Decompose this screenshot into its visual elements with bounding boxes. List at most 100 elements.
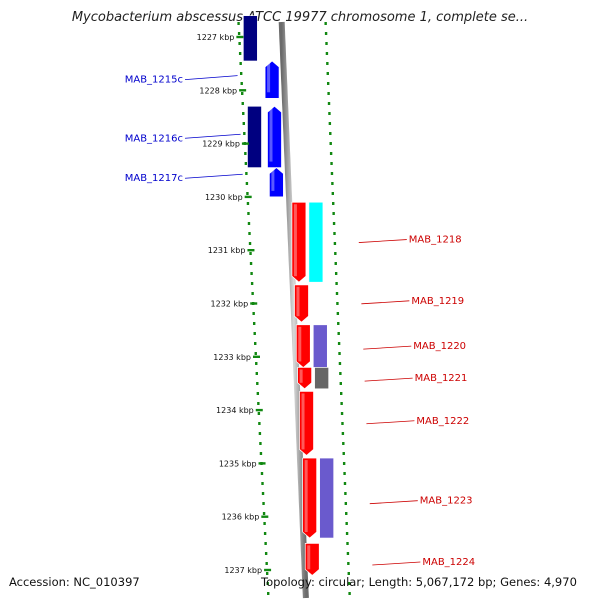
gene-leader-line — [184, 133, 241, 139]
outer-ring-dot — [341, 432, 345, 435]
inner-ring-dot — [247, 222, 251, 225]
inner-ring-dot — [265, 572, 269, 575]
dotted-rings — [237, 22, 351, 595]
tick-label: 1228 kbp — [199, 86, 237, 95]
outer-ring-dot — [344, 502, 348, 505]
gene-leader-line — [363, 345, 412, 350]
tick-label: 1236 kbp — [222, 513, 260, 522]
backbone-arc — [278, 21, 309, 599]
gene-highlight — [293, 204, 297, 277]
gene-arrow — [264, 60, 280, 99]
outer-ring-dot — [335, 282, 338, 285]
inner-ring-dot — [262, 512, 266, 515]
outer-ring-dot — [342, 462, 346, 465]
outer-ring-dot — [336, 302, 339, 305]
inner-ring-dot — [254, 352, 257, 355]
inner-ring-dot — [244, 152, 247, 155]
inner-ring-dot — [252, 312, 255, 315]
inner-ring-dot — [260, 472, 264, 475]
gene-leader-line — [369, 500, 418, 505]
outer-ring-dot — [329, 142, 332, 145]
inner-ring-dot — [263, 532, 267, 535]
gene-label: MAB_1223 — [420, 496, 473, 507]
inner-ring-dot — [258, 432, 262, 435]
inner-ring-dot — [242, 122, 245, 125]
tick-mark — [250, 302, 258, 305]
outer-ring-dot — [340, 402, 343, 405]
outer-ring-dot — [340, 392, 343, 395]
outer-ring-dot — [334, 262, 337, 265]
inner-ring-dot — [238, 52, 242, 55]
gene-highlight — [269, 108, 273, 162]
forward-cog-1220 — [312, 324, 328, 368]
outer-ring-dot — [328, 112, 331, 115]
inner-ring-dot — [239, 62, 242, 65]
outer-ring-dot — [344, 492, 347, 495]
inner-ring-dot — [264, 542, 267, 545]
outer-ring-dot — [327, 92, 330, 95]
inner-ring-dot — [252, 322, 256, 325]
inner-ring-dot — [249, 252, 252, 255]
inner-ring-dot — [259, 452, 263, 455]
tick-layer: 1227 kbp 1228 kbp 1229 kbp 1230 kbp 1231 kbp… — [197, 33, 272, 575]
inner-ring-dot — [257, 412, 261, 415]
gene-label: MAB_1224 — [422, 557, 475, 568]
outer-ring-dot — [345, 512, 348, 515]
inner-ring-dot — [245, 182, 249, 185]
forward-cog-1223 — [319, 457, 334, 539]
inner-ring-dot — [257, 402, 260, 405]
outer-ring-dot — [326, 62, 329, 65]
inner-ring-dot — [244, 162, 248, 165]
gene-label: MAB_1215c — [125, 75, 183, 86]
gene-arrow — [297, 367, 312, 390]
outer-ring-dot — [347, 562, 350, 565]
gene-highlight — [298, 326, 302, 362]
outer-ring-dot — [327, 102, 331, 105]
inner-ring-dot — [241, 92, 244, 95]
gene-label: MAB_1221 — [415, 373, 468, 384]
outer-ring-dot — [342, 442, 345, 445]
inner-ring-dot — [258, 422, 261, 425]
inner-ring-dot — [237, 32, 241, 35]
outer-ring-dot — [326, 82, 330, 85]
gene-arrow — [294, 284, 309, 323]
outer-ring-dot — [346, 552, 350, 555]
gene-highlight — [296, 286, 300, 317]
inner-ring-dot — [242, 112, 245, 115]
label-layer: MAB_1215c MAB_1216c MAB_1217c MAB_1218 MAB_1… — [125, 75, 475, 568]
gene-arrow — [291, 201, 307, 283]
accession-text: Accession: NC_010397 — [9, 575, 140, 589]
tick-mark — [236, 35, 244, 39]
inner-ring-dot — [263, 522, 266, 525]
outer-ring-dot — [339, 382, 342, 385]
outer-ring-dot — [329, 152, 333, 155]
tick-label: 1232 kbp — [211, 300, 249, 309]
inner-ring-dot — [243, 132, 246, 135]
gene-arrow — [304, 542, 320, 576]
inner-ring-dot — [248, 232, 251, 235]
outer-ring-dot — [333, 242, 337, 245]
outer-ring-dot — [338, 362, 342, 365]
outer-ring-dot — [324, 22, 327, 25]
inner-ring-dot — [251, 292, 254, 295]
tick-mark — [258, 462, 266, 465]
inner-ring-dot — [240, 82, 243, 85]
inner-ring-dot — [256, 392, 260, 395]
gene-highlight — [299, 369, 303, 383]
outer-ring-dot — [335, 292, 339, 295]
outer-ring-dot — [325, 42, 328, 45]
backbone — [278, 21, 309, 599]
tick-mark — [244, 195, 252, 199]
outer-ring-dot — [334, 252, 337, 255]
inner-ring-dot — [246, 192, 249, 195]
inner-ring-dot — [262, 502, 265, 505]
tick-mark — [241, 142, 249, 145]
outer-ring-dot — [331, 192, 335, 195]
inner-ring-dot — [265, 562, 268, 565]
outer-ring-dot — [324, 32, 328, 35]
gene-highlight — [307, 545, 311, 570]
outer-ring-dot — [332, 212, 335, 215]
inner-ring-dot — [264, 552, 268, 555]
outer-ring-dot — [342, 452, 345, 455]
gene-arrow — [269, 167, 284, 198]
